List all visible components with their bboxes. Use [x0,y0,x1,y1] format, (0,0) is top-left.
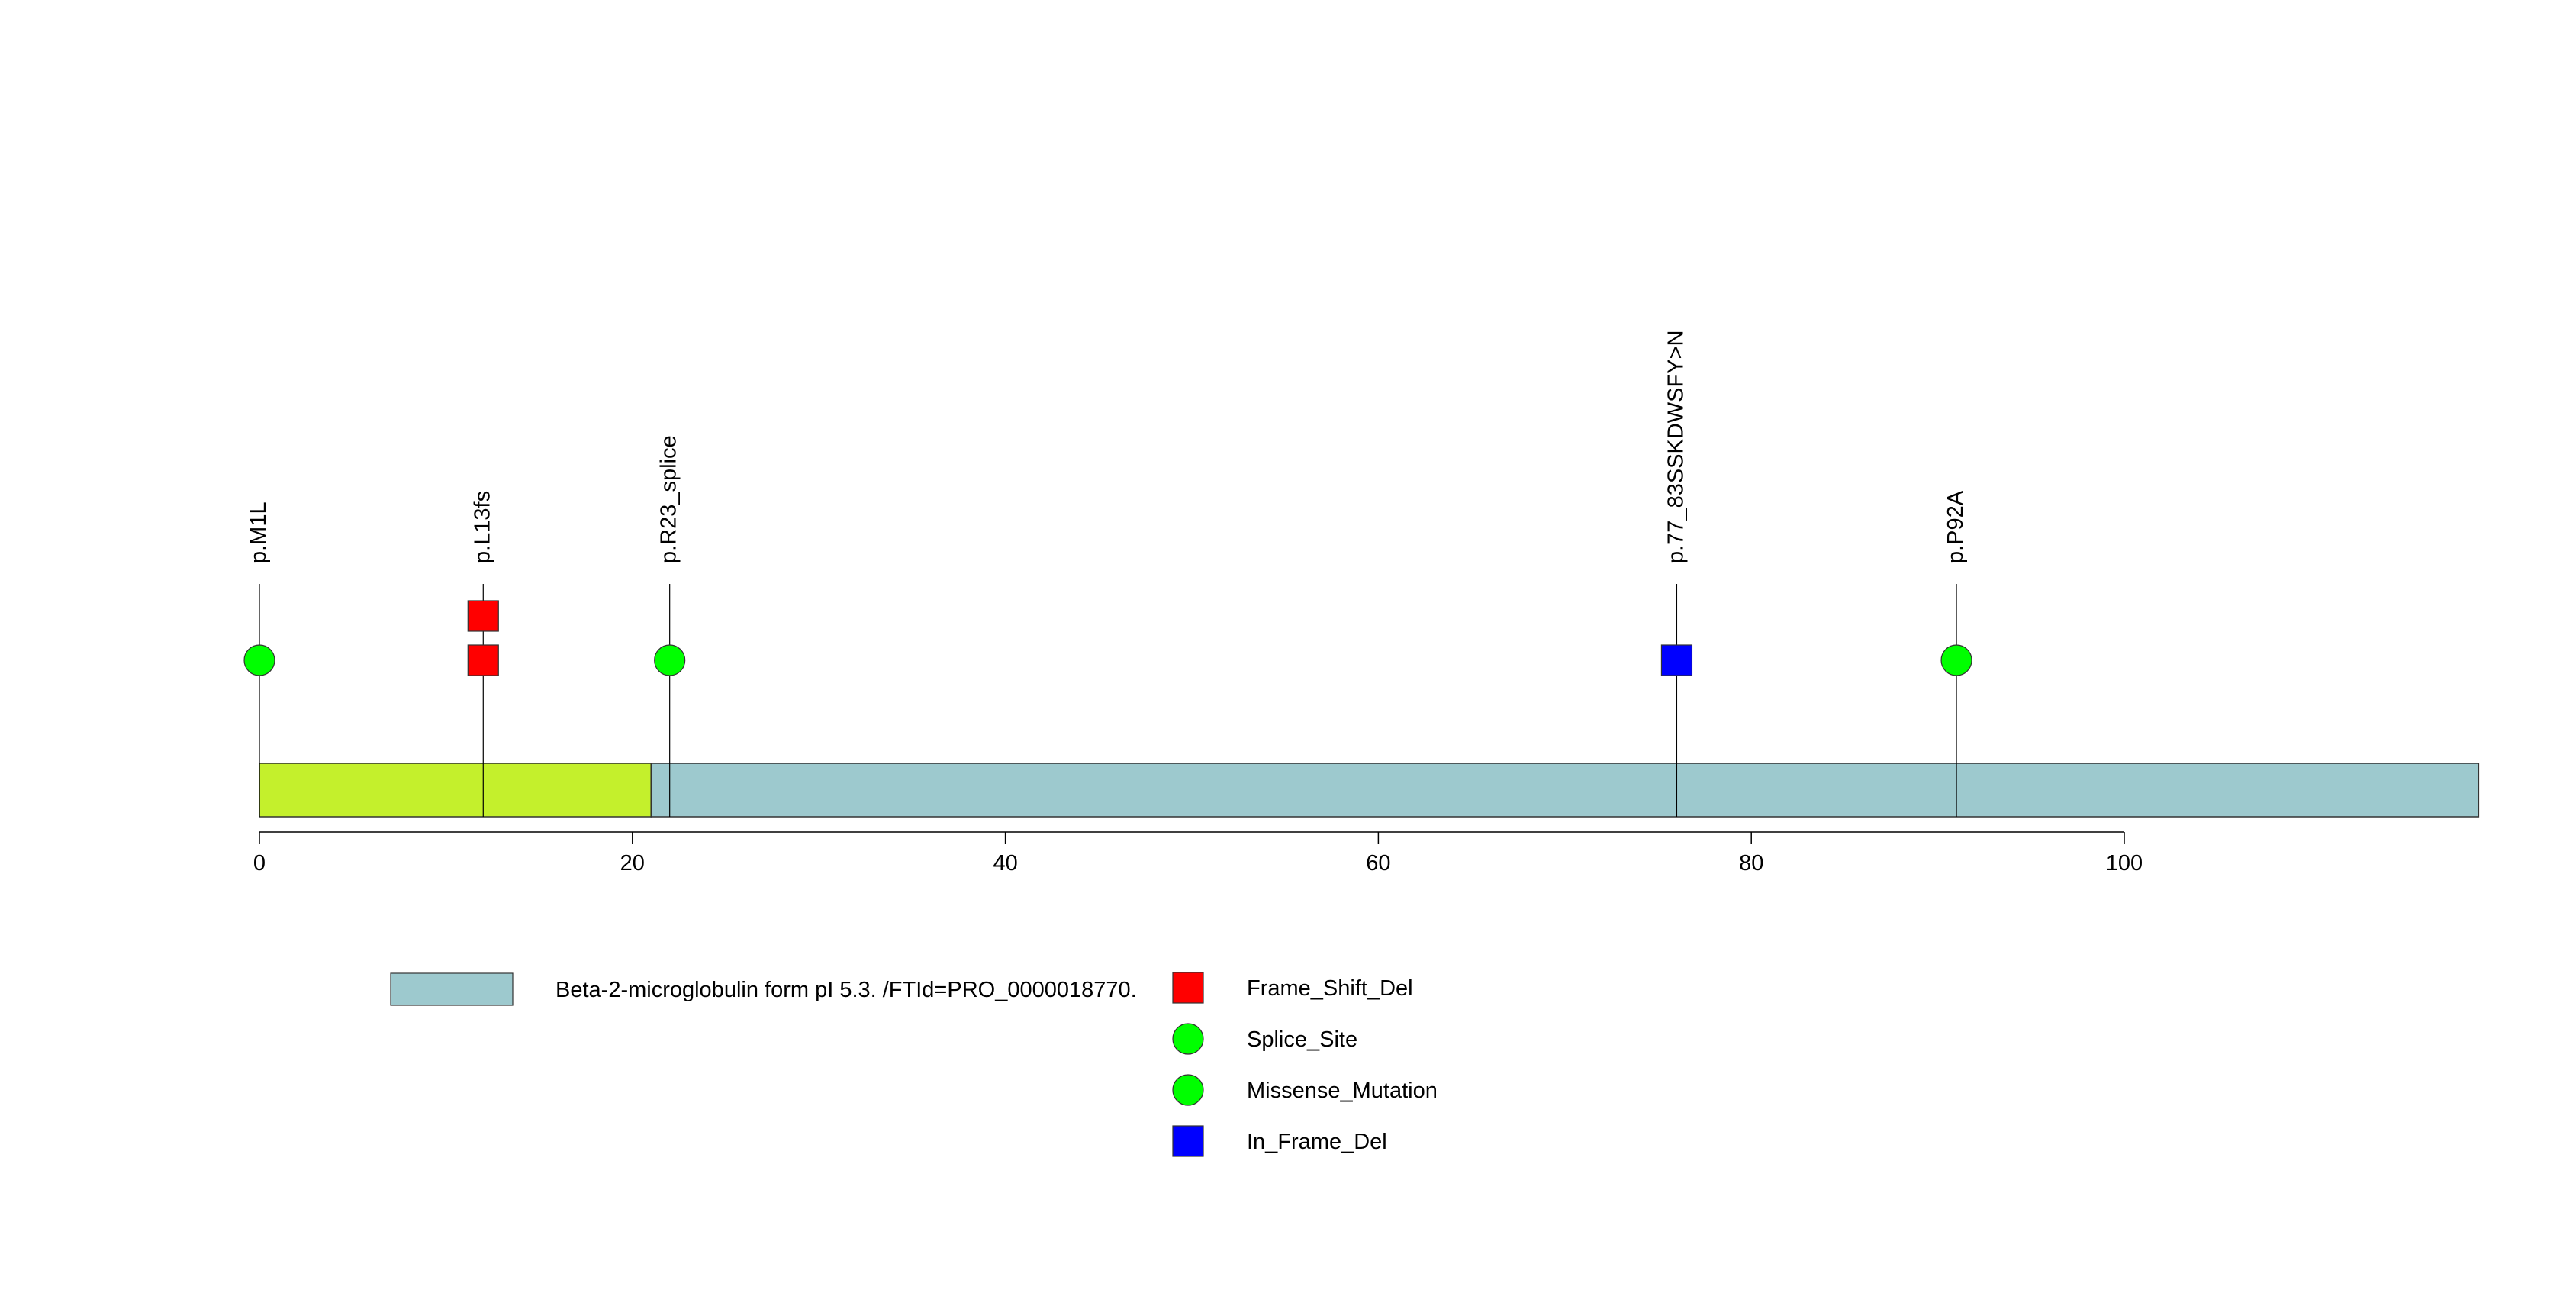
mutation-label-4: p.P92A [1943,490,1968,563]
legend-domain-label-0: Beta-2-microglobulin form pI 5.3. /FTId=… [555,978,1137,1002]
x-axis-tick-label-2: 40 [993,851,1017,876]
x-axis: 0 20 40 60 80 100 [253,831,2143,876]
legend-mutation-label-2: Missense_Mutation [1247,1079,1438,1103]
protein-domains [259,763,2480,818]
legend-mutation-symbol-1 [1172,1023,1204,1055]
x-axis-tick-label-3: 60 [1366,851,1390,876]
legend-mutation-symbol-0 [1172,972,1204,1004]
legend-domain-swatch-0 [390,972,514,1006]
mutation-label-0: p.M1L [246,501,271,563]
mutation-marker-1-0 [467,644,499,676]
legend: Beta-2-microglobulin form pI 5.3. /FTId=… [390,972,1438,1157]
legend-mutation-label-3: In_Frame_Del [1247,1130,1387,1154]
mutation-labels: p.M1L p.L13fs p.R23_splice p.77_83SSKDWSFY>… [246,331,1968,563]
mutation-marker-3-0 [1660,644,1693,676]
mutation-label-2: p.R23_splice [657,435,681,563]
mutation-label-1: p.L13fs [470,491,494,563]
mutation-markers [243,600,1972,676]
domain-bar-0 [259,763,652,818]
legend-mutation-symbol-3 [1172,1125,1204,1157]
x-axis-tick-label-0: 0 [253,851,266,876]
legend-mutation-label-0: Frame_Shift_Del [1247,976,1413,1001]
mutation-marker-0-0 [243,644,275,676]
legend-mutation-symbol-2 [1172,1074,1204,1106]
x-axis-tick-label-5: 100 [2106,851,2143,876]
domain-bar-1 [650,763,2480,818]
mutation-marker-4-0 [1940,644,1972,676]
mutation-label-3: p.77_83SSKDWSFY>N [1663,331,1688,563]
mutation-marker-1-1 [467,600,499,632]
x-axis-tick-label-1: 20 [620,851,645,876]
x-axis-tick-label-4: 80 [1739,851,1763,876]
legend-mutation-label-1: Splice_Site [1247,1027,1357,1052]
mutation-marker-2-0 [654,644,686,676]
